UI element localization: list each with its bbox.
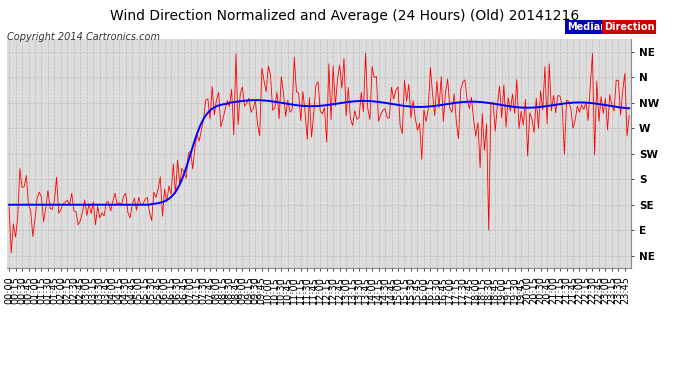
Text: Wind Direction Normalized and Average (24 Hours) (Old) 20141216: Wind Direction Normalized and Average (2… xyxy=(110,9,580,23)
Text: Direction: Direction xyxy=(604,22,654,32)
Text: Copyright 2014 Cartronics.com: Copyright 2014 Cartronics.com xyxy=(7,32,160,42)
Text: Median: Median xyxy=(567,22,607,32)
